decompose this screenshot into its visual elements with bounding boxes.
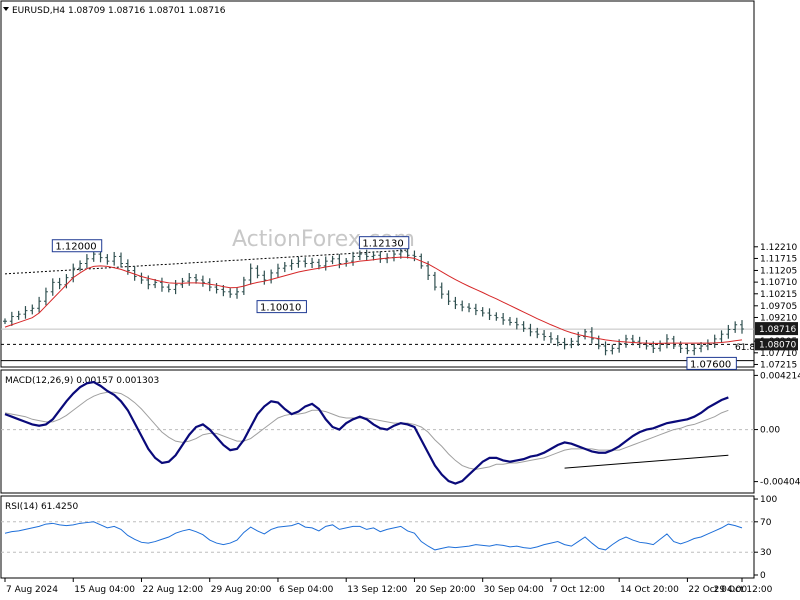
price-annotation-box: [256, 300, 307, 314]
support-price-label: 1.08070: [759, 340, 796, 350]
price-annotation-label: 1.07600: [690, 359, 731, 370]
macd-line: [4, 380, 729, 485]
time-tick-label: 7 Aug 2024: [6, 585, 58, 595]
support-price-badge: [755, 338, 798, 351]
price-panel-frame: [0, 0, 755, 368]
time-axis: 7 Aug 2024 15 Aug 04:00 22 Aug 12:00 29 Aug…: [4, 578, 773, 595]
current-price-badge: [755, 322, 798, 336]
time-tick-label: 15 Aug 04:00: [74, 585, 135, 595]
time-tick-label: 7 Oct 12:00: [552, 585, 605, 595]
price-tick-label: 1.10215: [760, 290, 797, 300]
macd-panel-frame: [0, 369, 755, 494]
price-annotation-label: 1.12130: [362, 239, 403, 250]
price-tick-label: 1.09705: [760, 302, 797, 312]
time-tick-label: 20 Sep 20:00: [415, 585, 475, 595]
macd-tick-label: 0.004214: [760, 371, 800, 381]
price-series: 1.12000 1.12130 1.10010 1.07600 1.08716 1.080…: [1, 236, 798, 370]
price-tick-label: 1.12210: [760, 243, 797, 253]
rsi-series: 100 70 30 0: [1, 495, 777, 581]
price-annotation-label: 1.10010: [260, 303, 301, 314]
price-tick-label: 1.07215: [760, 360, 797, 370]
macd-tick-label: -0.004047: [760, 478, 800, 488]
price-annotation-box: [686, 356, 737, 370]
price-tick-label: 1.07710: [760, 349, 797, 359]
time-tick-label: 30 Sep 04:00: [484, 585, 544, 595]
ema-line: [4, 256, 743, 344]
price-annotation-box: [51, 239, 103, 253]
fib-label: 61.8: [735, 343, 755, 353]
current-price-label: 1.08716: [759, 325, 796, 335]
time-tick-label: 29 Aug 20:00: [211, 585, 272, 595]
time-tick-label: 22 Oct 04:00: [688, 585, 747, 595]
rsi-tick-label: 0: [760, 571, 766, 581]
symbol-line: EURUSD,H4 1.08709 1.08716 1.08701 1.0871…: [12, 6, 226, 16]
rsi-line: [4, 521, 743, 551]
macd-trendline: [564, 454, 729, 469]
price-annotation-box: [358, 236, 410, 250]
macd-series: 0.004214 0.00 -0.004047: [1, 371, 800, 488]
rsi-tick-label: 70: [760, 518, 772, 528]
time-tick-label: 22 Aug 12:00: [142, 585, 203, 595]
collapse-triangle-icon[interactable]: [3, 7, 9, 11]
price-tick-label: 1.11205: [760, 266, 797, 276]
time-tick-label: 6 Sep 04:00: [279, 585, 334, 595]
macd-tick-label: 0.00: [760, 426, 780, 436]
rsi-panel-frame: [0, 495, 755, 579]
rsi-tick-label: 100: [760, 495, 777, 505]
time-tick-label: 14 Oct 20:00: [620, 585, 679, 595]
time-tick-label: 13 Sep 12:00: [347, 585, 407, 595]
macd-signal-line: [4, 391, 729, 470]
price-tick-label: 1.09210: [760, 313, 797, 323]
price-tick-label: 1.11715: [760, 254, 797, 264]
price-trendline: [4, 249, 408, 275]
price-annotation-label: 1.12000: [55, 242, 96, 253]
rsi-tick-label: 30: [760, 548, 772, 558]
time-tick-label: 29 Oct 12:00: [714, 585, 773, 595]
price-tick-label: 1.10710: [760, 278, 797, 288]
rsi-label: RSI(14) 61.4250: [5, 502, 78, 512]
macd-label: MACD(12,26,9) 0.00157 0.001303: [5, 376, 159, 386]
